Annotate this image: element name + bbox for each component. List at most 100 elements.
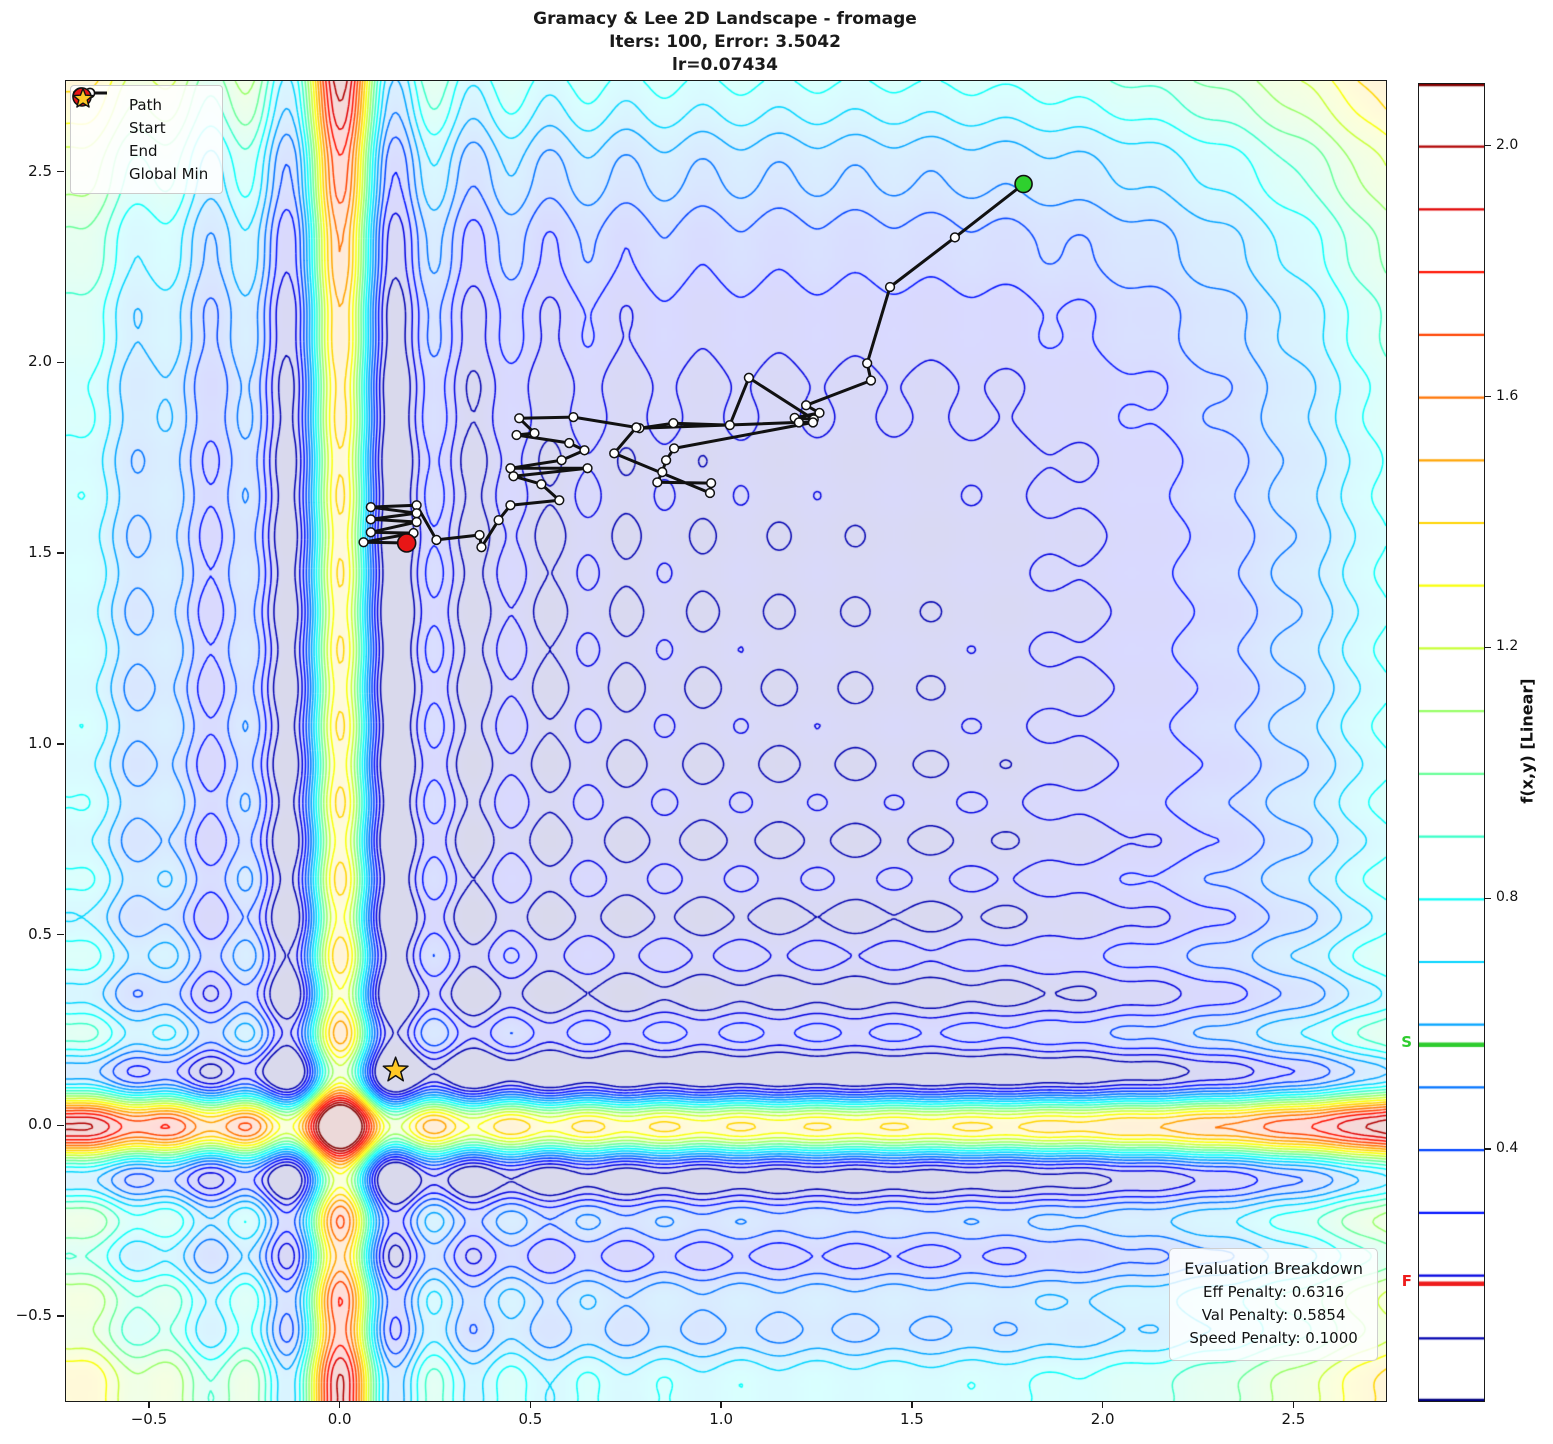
path-node — [554, 495, 565, 506]
legend-item-global-min: Global Min — [72, 87, 209, 185]
path-node — [411, 508, 422, 519]
legend-item-end: End — [72, 87, 208, 162]
chart-title-line2: Iters: 100, Error: 3.5042 — [609, 32, 841, 52]
path-node — [862, 358, 873, 369]
eff-penalty-value: Eff Penalty: 0.6316 — [1203, 1283, 1345, 1301]
y-tick-label: 0.5 — [28, 924, 52, 943]
colorbar-tick-mark — [1484, 646, 1491, 649]
y-tick-label: 2.5 — [28, 161, 52, 180]
optimization-path — [362, 182, 1025, 549]
end-marker — [396, 533, 417, 553]
path-node — [724, 419, 735, 431]
path-node — [668, 443, 680, 454]
x-tick-mark — [1292, 1401, 1295, 1408]
y-tick-label: 1.0 — [28, 733, 52, 752]
path-node — [514, 413, 525, 424]
x-tick-mark — [338, 1401, 341, 1408]
colorbar-canvas — [1419, 84, 1484, 1401]
path-node — [949, 232, 961, 243]
colorbar-tick-mark — [1484, 145, 1491, 147]
path-node — [556, 455, 567, 466]
y-tick-label: 0.0 — [28, 1115, 52, 1134]
path-node — [705, 477, 717, 489]
path-node — [743, 372, 755, 383]
colorbar — [1418, 83, 1485, 1402]
path-node — [536, 479, 547, 490]
path-node — [609, 448, 620, 459]
path-node — [511, 429, 522, 441]
evaluation-breakdown-box: Evaluation Breakdown Eff Penalty: 0.6316… — [1169, 1248, 1378, 1361]
path-overlay — [358, 174, 1033, 1082]
x-tick-label: 1.0 — [709, 1410, 734, 1428]
x-tick-label: 2.5 — [1281, 1410, 1306, 1428]
colorbar-tick-label: 1.2 — [1496, 638, 1519, 655]
path-node — [807, 417, 819, 428]
path-node — [884, 281, 896, 293]
legend-item-path: Path — [73, 87, 208, 116]
x-tick-mark — [148, 1401, 150, 1408]
path-node — [508, 471, 519, 482]
legend: Path Start End — [70, 85, 224, 194]
path-node — [800, 400, 812, 411]
global-min-star — [382, 1056, 409, 1082]
contour-canvas — [66, 81, 1386, 1401]
path-node — [564, 437, 575, 449]
x-tick-mark — [720, 1401, 722, 1408]
x-tick-mark — [911, 1401, 913, 1408]
path-node — [631, 422, 642, 433]
speed-penalty-value: Speed Penalty: 0.1000 — [1189, 1329, 1358, 1347]
val-penalty-value: Val Penalty: 0.5854 — [1201, 1306, 1346, 1324]
path-node — [814, 407, 825, 419]
colorbar-marker-label-f: F — [1401, 1271, 1412, 1290]
path-node — [529, 427, 540, 439]
contour-plot-area: Path Start End — [65, 80, 1387, 1402]
y-tick-mark — [57, 933, 64, 936]
start-marker — [1014, 174, 1033, 194]
colorbar-marker-label-s: S — [1401, 1032, 1412, 1051]
path-node — [657, 466, 668, 478]
path-node — [582, 463, 593, 474]
path-node — [660, 455, 672, 466]
y-tick-mark — [57, 552, 64, 554]
path-node — [793, 417, 805, 428]
y-tick-mark — [57, 743, 64, 745]
path-node — [865, 375, 877, 386]
y-tick-label: 1.5 — [28, 543, 52, 562]
x-tick-label: 0.0 — [327, 1410, 352, 1428]
chart-title-line1: Gramacy & Lee 2D Landscape - fromage — [533, 9, 917, 29]
path-node — [505, 500, 516, 511]
path-node — [358, 537, 369, 548]
y-tick-mark — [57, 1315, 64, 1317]
path-node — [704, 487, 716, 499]
path-node — [365, 514, 376, 525]
y-tick-label: −0.5 — [15, 1306, 52, 1325]
colorbar-tick-label: 0.4 — [1496, 1140, 1519, 1157]
x-tick-label: −0.5 — [130, 1410, 168, 1428]
legend-label-path: Path — [129, 95, 162, 114]
chart-title-line3: lr=0.07434 — [672, 55, 778, 75]
y-tick-mark — [57, 1124, 64, 1126]
path-node — [579, 445, 590, 456]
path-node — [568, 411, 579, 423]
x-tick-label: 0.5 — [518, 1410, 543, 1428]
x-tick-mark — [1101, 1401, 1104, 1408]
legend-label-end: End — [129, 141, 158, 160]
colorbar-tick-mark — [1484, 395, 1491, 398]
path-node — [365, 501, 376, 513]
colorbar-tick-label: 0.8 — [1496, 889, 1519, 906]
y-tick-label: 2.0 — [28, 352, 52, 371]
path-node — [431, 534, 442, 546]
colorbar-tick-label: 2.0 — [1496, 136, 1519, 153]
path-node — [476, 542, 487, 553]
colorbar-tick-label: 1.6 — [1496, 387, 1519, 404]
x-tick-mark — [529, 1401, 532, 1408]
colorbar-tick-mark — [1484, 897, 1491, 899]
colorbar-tick-mark — [1484, 1148, 1491, 1150]
path-node — [652, 477, 663, 488]
evaluation-breakdown-title: Evaluation Breakdown — [1184, 1259, 1363, 1278]
legend-label-global-min: Global Min — [129, 164, 209, 183]
path-node — [411, 516, 422, 528]
legend-item-start: Start — [72, 87, 208, 139]
y-tick-mark — [57, 361, 64, 363]
